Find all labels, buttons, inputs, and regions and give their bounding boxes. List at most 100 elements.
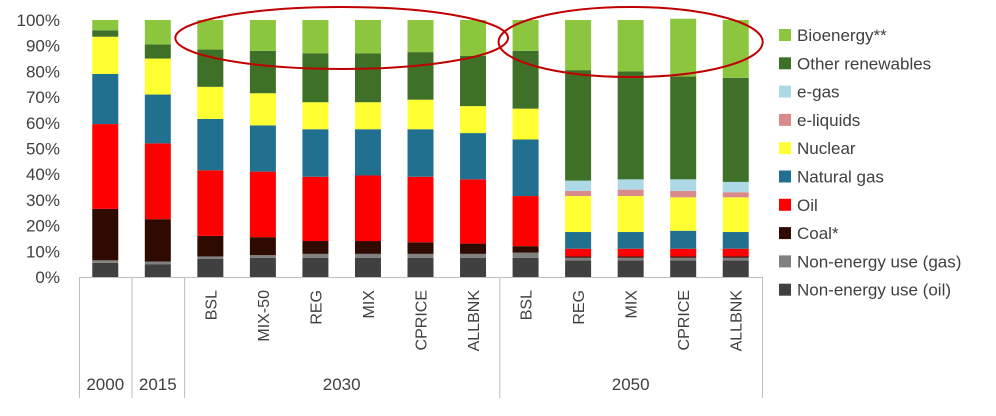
bar-segment — [407, 176, 434, 243]
bar-segment — [617, 256, 644, 258]
bar-segment — [617, 71, 644, 180]
y-tick-label: 30% — [26, 191, 60, 210]
bar-segment — [249, 93, 276, 126]
y-tick-label: 10% — [26, 242, 60, 261]
y-tick-label: 70% — [26, 88, 60, 107]
bar-segment — [617, 257, 644, 261]
x-axis: 2000 2015 2030 2050 BSL MIX-50 REG MIX CPRICE ALL… — [79, 277, 763, 398]
bar-segment — [354, 129, 381, 176]
bar-segment — [460, 253, 487, 258]
y-axis: 0% 10% 20% 30% 40% 50% 60% 70% 80% 90% 100% — [17, 11, 60, 287]
category-label: REG — [571, 290, 588, 325]
bar-segment — [407, 99, 434, 130]
bar-segment — [144, 20, 171, 45]
bar-segment — [565, 70, 592, 181]
bar-segment — [617, 189, 644, 197]
bar-segment — [565, 260, 592, 277]
bar-segment — [354, 241, 381, 254]
bar-segment — [460, 106, 487, 134]
bar-segment — [354, 175, 381, 242]
bar-segment — [92, 262, 119, 277]
legend-swatch — [779, 113, 791, 126]
bar-segment — [670, 179, 697, 191]
bar-segment — [249, 257, 276, 277]
bar-segment — [144, 44, 171, 59]
category-label: REG — [308, 290, 325, 325]
bar-segment — [512, 252, 539, 258]
bar-segment — [92, 124, 119, 209]
legend-label: Bioenergy** — [797, 26, 887, 45]
bar-segment — [144, 58, 171, 95]
legend-label: Natural gas — [797, 168, 884, 187]
y-tick-label: 0% — [35, 268, 60, 287]
bar-segment — [197, 256, 224, 260]
bar-segment — [302, 241, 329, 254]
bar-segment — [670, 257, 697, 261]
bar-segment — [670, 76, 697, 180]
bar-segment — [617, 179, 644, 190]
bar-segment — [565, 180, 592, 191]
bar-segment — [670, 230, 697, 249]
legend-swatch — [779, 198, 791, 211]
bar-segment — [722, 256, 749, 258]
bar-segment — [460, 243, 487, 254]
category-label: MIX — [361, 290, 378, 319]
y-tick-label: 20% — [26, 217, 60, 236]
bar-segment — [144, 261, 171, 265]
legend-swatch — [779, 227, 791, 240]
bar-segment — [460, 55, 487, 107]
group-label: 2050 — [612, 375, 650, 394]
category-label: CPRICE — [676, 290, 693, 350]
category-label: CPRICE — [414, 290, 431, 350]
highlight-ellipse-2030 — [174, 6, 510, 70]
bar-segment — [617, 196, 644, 233]
bar-segment — [197, 170, 224, 236]
bar-segment — [460, 257, 487, 277]
bar-segment — [617, 232, 644, 249]
y-tick-label: 40% — [26, 165, 60, 184]
bar-segment — [354, 20, 381, 54]
bar-segment — [92, 20, 119, 31]
category-label: BSL — [519, 290, 536, 320]
bar-segment — [670, 248, 697, 257]
y-tick-label: 60% — [26, 114, 60, 133]
legend-swatch — [779, 142, 791, 155]
bar-segment — [302, 253, 329, 258]
legend: Bioenergy** Other renewables e-gas e-liquid… — [779, 26, 961, 300]
bar-segment — [407, 52, 434, 100]
bar-segment — [92, 260, 119, 263]
bar-segment — [565, 190, 592, 197]
bar-segment — [460, 179, 487, 244]
bar-segment — [565, 196, 592, 233]
legend-swatch — [779, 170, 791, 183]
bar-segment — [670, 260, 697, 277]
bar-segment — [722, 232, 749, 249]
bar-segment — [249, 20, 276, 51]
legend-label: Non-energy use (gas) — [797, 252, 961, 271]
legend-swatch — [779, 57, 791, 70]
bar-segment — [249, 125, 276, 172]
y-tick-label: 100% — [17, 11, 60, 30]
bar-segment — [302, 53, 329, 103]
bar-segment — [197, 259, 224, 277]
bar-segment — [144, 264, 171, 277]
bar-segment — [302, 102, 329, 130]
bar-segment — [512, 139, 539, 197]
bar-segment — [512, 257, 539, 277]
bar-segment — [722, 192, 749, 198]
bar-segment — [249, 171, 276, 238]
legend-label: Nuclear — [797, 139, 856, 158]
bar-segment — [407, 242, 434, 254]
bar-segment — [617, 248, 644, 257]
bar-segment — [249, 50, 276, 94]
bar-segment — [722, 181, 749, 193]
bar-segment — [565, 257, 592, 261]
y-tick-label: 80% — [26, 62, 60, 81]
y-tick-label: 50% — [26, 140, 60, 159]
bar-segment — [354, 53, 381, 103]
bar-segment — [670, 190, 697, 198]
bar-segment — [249, 255, 276, 258]
bar-segment — [512, 196, 539, 247]
